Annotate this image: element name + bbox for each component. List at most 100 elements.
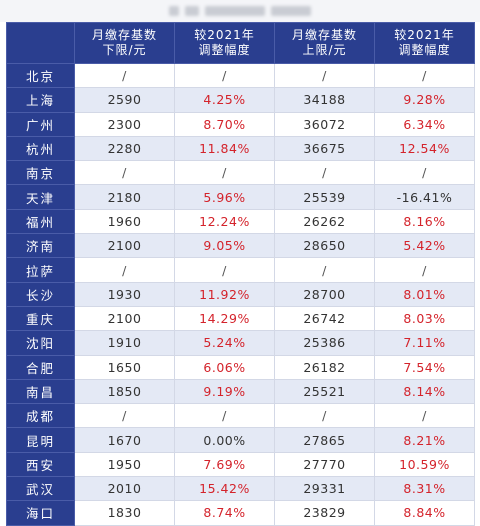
lower-change-cell: 14.29% [174,305,275,332]
upper-change-cell: / [374,160,475,186]
table-row: 福州 1960 12.24% 26262 8.16% [6,208,475,235]
lower-limit-cell: 2010 [74,476,175,502]
table-row: 南京 / / / / [6,160,475,186]
lower-change-cell: / [174,403,275,429]
header-upper-line2: 上限/元 [302,43,347,57]
city-cell: 昆明 [6,427,75,453]
table-row: 成都 / / / / [6,403,475,429]
table-row: 昆明 1670 0.00% 27865 8.21% [6,427,475,453]
lower-limit-cell: 2100 [74,305,175,332]
upper-change-cell: / [374,257,475,283]
table-row: 重庆 2100 14.29% 26742 8.03% [6,305,475,332]
upper-limit-cell: / [274,257,375,283]
lower-change-cell: / [174,257,275,283]
upper-limit-cell: 26742 [274,305,375,332]
table-row: 南昌 1850 9.19% 25521 8.14% [6,378,475,405]
upper-change-cell: -16.41% [374,184,475,210]
table-row: 广州 2300 8.70% 36072 6.34% [6,111,475,137]
city-cell: 广州 [6,111,75,137]
city-cell: 济南 [6,233,75,259]
title-area [0,0,480,22]
city-cell: 成都 [6,403,75,429]
lower-limit-cell: 2180 [74,184,175,210]
upper-change-cell: 8.01% [374,281,475,307]
lower-change-cell: 11.92% [174,281,275,307]
upper-limit-cell: 28700 [274,281,375,307]
header-lower-line1: 月缴存基数 [91,28,157,42]
upper-limit-cell: / [274,160,375,186]
table-row: 北京 / / / / [6,62,475,89]
city-cell: 重庆 [6,305,75,332]
header-lower-change-line2: 调整幅度 [198,43,251,57]
city-cell: 北京 [6,62,75,89]
table-body: 北京 / / / / 上海 2590 4.25% 34188 9.28% 广州 2300 8.70% 36… [6,62,475,526]
upper-change-cell: / [374,403,475,429]
lower-limit-cell: 1670 [74,427,175,453]
lower-limit-cell: / [74,160,175,186]
lower-change-cell: / [174,62,275,89]
lower-limit-cell: 1950 [74,451,175,478]
header-upper-change-line2: 调整幅度 [398,43,451,57]
upper-limit-cell: 26182 [274,354,375,380]
upper-change-cell: 6.34% [374,111,475,137]
city-cell: 南京 [6,160,75,186]
header-lower-change-line1: 较2021年 [194,28,255,42]
upper-limit-cell: / [274,62,375,89]
upper-limit-cell: / [274,403,375,429]
table-row: 拉萨 / / / / [6,257,475,283]
lower-change-cell: / [174,160,275,186]
upper-change-cell: 8.84% [374,500,475,526]
upper-change-cell: 8.14% [374,378,475,405]
upper-change-cell: / [374,62,475,89]
lower-limit-cell: 2300 [74,111,175,137]
city-cell: 沈阳 [6,330,75,356]
lower-change-cell: 11.84% [174,135,275,162]
lower-limit-cell: / [74,62,175,89]
table-row: 济南 2100 9.05% 28650 5.42% [6,233,475,259]
table-row: 上海 2590 4.25% 34188 9.28% [6,87,475,113]
city-cell: 武汉 [6,476,75,502]
lower-change-cell: 12.24% [174,208,275,235]
header-lower-change: 较2021年 调整幅度 [174,22,275,64]
upper-change-cell: 8.16% [374,208,475,235]
upper-change-cell: 8.03% [374,305,475,332]
header-upper-change: 较2021年 调整幅度 [374,22,475,64]
upper-change-cell: 7.54% [374,354,475,380]
lower-limit-cell: / [74,257,175,283]
upper-change-cell: 8.21% [374,427,475,453]
table-row: 沈阳 1910 5.24% 25386 7.11% [6,330,475,356]
upper-limit-cell: 25386 [274,330,375,356]
header-upper-change-line1: 较2021年 [394,28,455,42]
upper-change-cell: 12.54% [374,135,475,162]
upper-change-cell: 5.42% [374,233,475,259]
city-cell: 西安 [6,451,75,478]
lower-change-cell: 15.42% [174,476,275,502]
upper-limit-cell: 28650 [274,233,375,259]
lower-change-cell: 8.74% [174,500,275,526]
lower-limit-cell: / [74,403,175,429]
city-cell: 拉萨 [6,257,75,283]
upper-limit-cell: 23829 [274,500,375,526]
lower-change-cell: 6.06% [174,354,275,380]
table-row: 合肥 1650 6.06% 26182 7.54% [6,354,475,380]
table-row: 西安 1950 7.69% 27770 10.59% [6,451,475,478]
city-cell: 南昌 [6,378,75,405]
lower-change-cell: 8.70% [174,111,275,137]
city-cell: 天津 [6,184,75,210]
lower-change-cell: 9.19% [174,378,275,405]
upper-change-cell: 8.31% [374,476,475,502]
upper-change-cell: 7.11% [374,330,475,356]
upper-change-cell: 9.28% [374,87,475,113]
upper-limit-cell: 27865 [274,427,375,453]
table-row: 天津 2180 5.96% 25539 -16.41% [6,184,475,210]
header-upper-line1: 月缴存基数 [291,28,357,42]
lower-limit-cell: 1930 [74,281,175,307]
lower-limit-cell: 1910 [74,330,175,356]
table-header: 月缴存基数 下限/元 较2021年 调整幅度 月缴存基数 上限/元 较2021年… [6,22,475,64]
upper-limit-cell: 26262 [274,208,375,235]
upper-change-cell: 10.59% [374,451,475,478]
header-lower-line2: 下限/元 [102,43,147,57]
lower-limit-cell: 1960 [74,208,175,235]
lower-limit-cell: 1830 [74,500,175,526]
header-upper: 月缴存基数 上限/元 [274,22,375,64]
